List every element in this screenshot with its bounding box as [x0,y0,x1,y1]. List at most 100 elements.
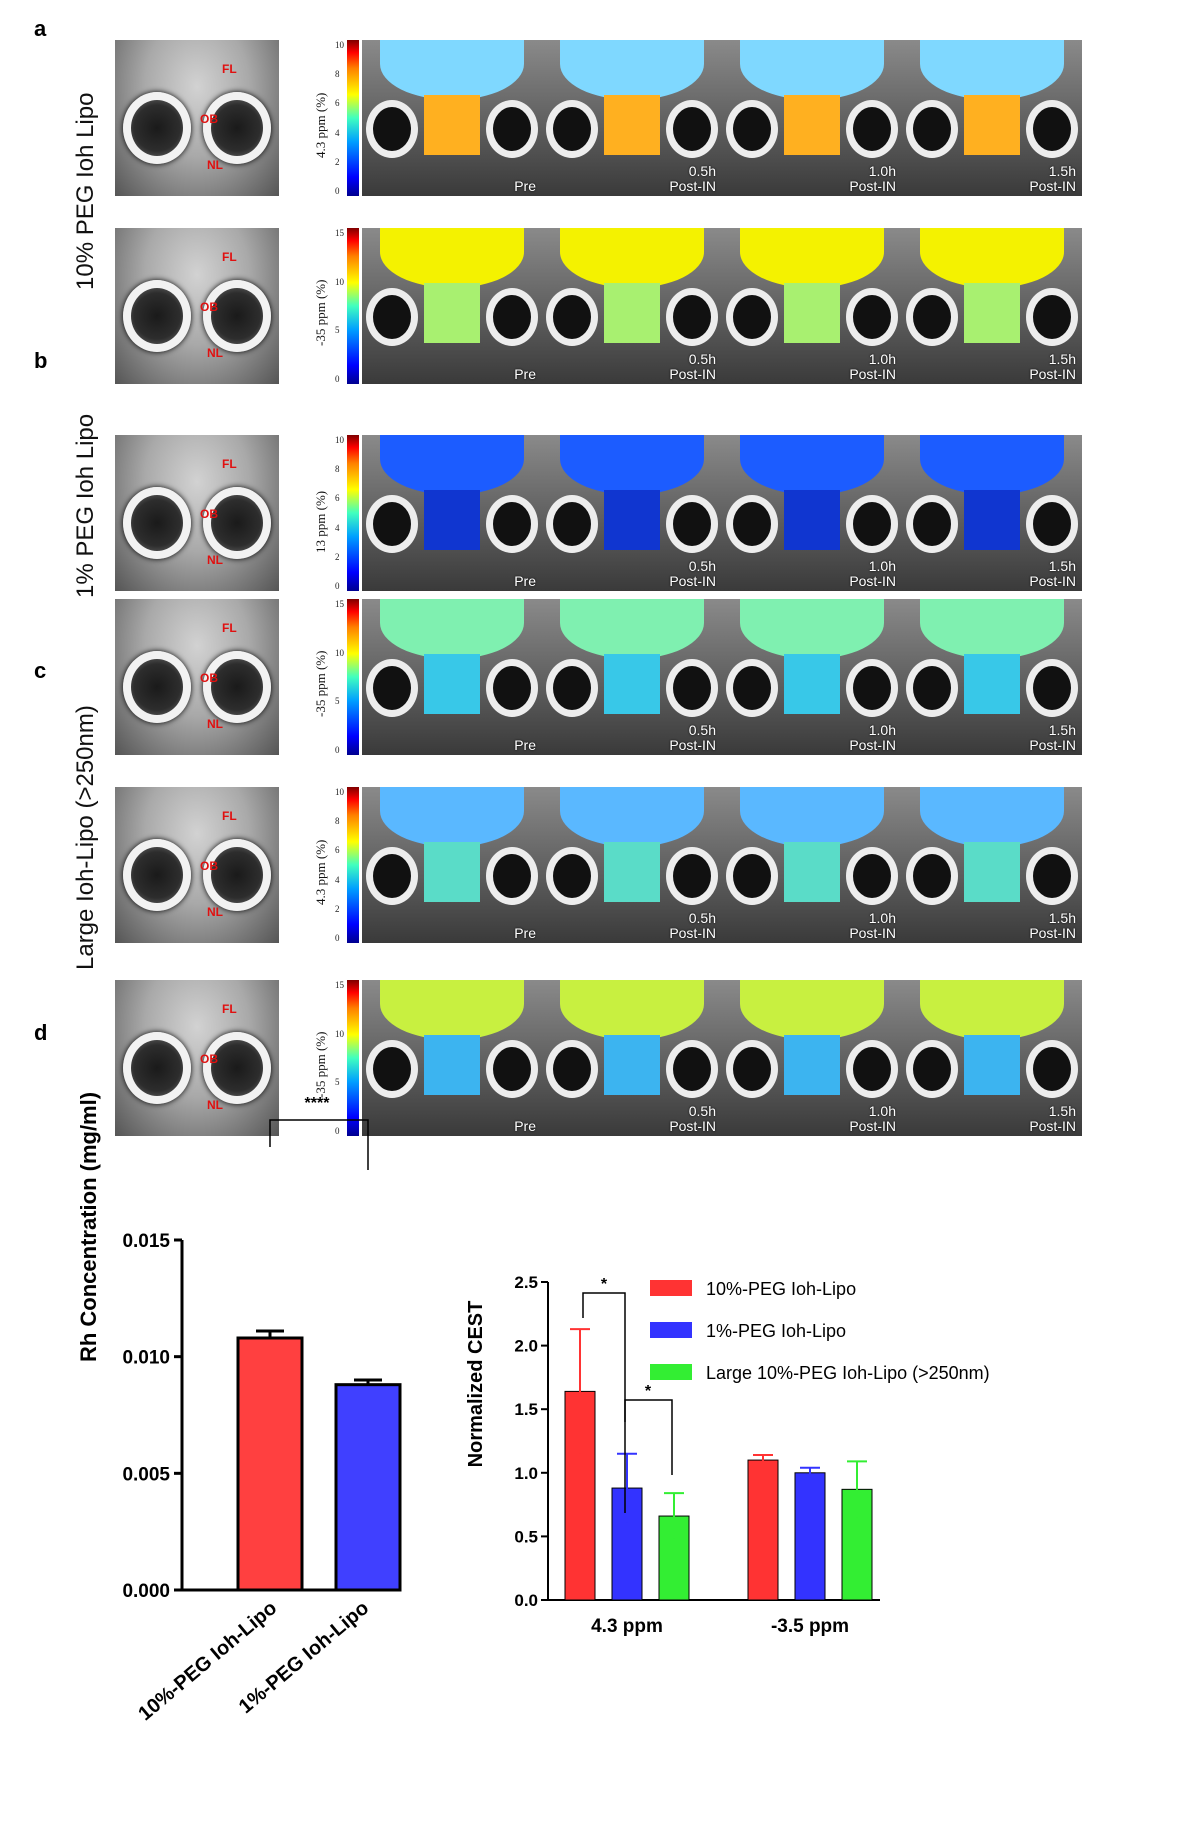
cest-overlay [380,599,524,659]
cest-map-b-0-t3: 1.5h Post-IN [902,435,1082,591]
eye-left [906,659,958,717]
timepoint-label: 1.0h Post-IN [849,723,896,753]
timepoint-line1: 1.5h [1048,722,1076,738]
colorbar-label-b-1: -35 ppm (%) [313,650,328,717]
timepoint-label: 1.5h Post-IN [1029,1104,1076,1134]
colorbar-c-0 [347,787,359,943]
timepoint-label: 1.0h Post-IN [849,559,896,589]
cest-map-c-0-t1: 0.5h Post-IN [542,787,722,943]
timepoint-line1: 1.0h [868,351,896,367]
cest-overlay-stem [604,654,660,714]
eye-right [1026,288,1078,346]
timepoint-line2: Post-IN [849,925,896,941]
cest-map-c-0-t2: 1.0h Post-IN [722,787,902,943]
row-label-b: 1% PEG Ioh Lipo [72,413,99,598]
cest-overlay-stem [604,1035,660,1095]
timepoint-label: 1.5h Post-IN [1029,164,1076,194]
chart1-ytick-label: 0.010 [122,1348,170,1369]
eye-right [486,100,538,158]
cest-map-a-0-t0: Pre [362,40,542,196]
chart2-bar-s2-g0 [658,1515,690,1601]
colorbar-tick: 6 [335,845,340,856]
chart2-ytick-label: 2.0 [514,1337,538,1356]
chart2-legend-swatch-2 [650,1364,692,1380]
eye-right [486,288,538,346]
eye-left [123,1032,191,1104]
timepoint-line1: 0.5h [688,910,716,926]
chart2-ytick-label: 0.5 [514,1527,538,1546]
timepoint-line1: 1.5h [1048,1103,1076,1119]
eye-left [906,100,958,158]
chart1-ytick-label: 0.015 [122,1231,170,1252]
cest-overlay [920,40,1064,100]
timepoint-label: 0.5h Post-IN [669,164,716,194]
chart2-ytick-label: 2.5 [514,1273,538,1292]
cest-overlay-stem [964,842,1020,902]
timepoint-line1: 1.0h [868,722,896,738]
chart1-axes: 0.000 0.005 0.010 0.015 [122,1231,400,1602]
eye-right [1026,1040,1078,1098]
anatomical-mri-b-1: FL OB NL [115,599,279,755]
label-fl: FL [222,1002,237,1016]
timepoint-label: Pre [514,574,536,589]
chart1-bars [236,1329,402,1592]
label-ob: OB [200,507,218,521]
timepoint-line1: 0.5h [688,163,716,179]
panel-letter-b: b [34,348,48,373]
eye-right [846,1040,898,1098]
chart2-axes: 0.0 0.5 1.0 1.5 2.0 2.5 [514,1273,880,1610]
timepoint-label: 1.5h Post-IN [1029,352,1076,382]
anatomical-mri-a-0: FL OB NL [115,40,279,196]
panel-letter-d: d [34,1020,48,1045]
eye-right [666,847,718,905]
chart2-legend-label-0: 10%-PEG Ioh-Lipo [706,1279,856,1299]
cest-overlay [560,599,704,659]
timepoint-line2: Post-IN [1029,178,1076,194]
eye-left [546,847,598,905]
chart2-xtick-0: 4.3 ppm [591,1616,663,1637]
timepoint-line1: 1.0h [868,558,896,574]
eye-left [366,659,418,717]
cest-overlay [920,599,1064,659]
chart2-legend-label-1: 1%-PEG Ioh-Lipo [706,1321,846,1341]
colorbar-tick: 4 [335,127,340,138]
eye-right [203,280,271,352]
label-nl: NL [207,905,223,919]
panel-letter-c: c [34,658,47,683]
timepoint-line2: Post-IN [849,178,896,194]
cest-map-a-1-t0: Pre [362,228,542,384]
colorbar-tick: 10 [335,787,344,797]
eye-right [203,651,271,723]
timepoint-line2: Post-IN [1029,737,1076,753]
cest-overlay [380,228,524,288]
cest-overlay [560,787,704,847]
colorbar-tick: 4 [335,522,340,533]
timepoint-line1: Pre [514,178,536,194]
colorbar-tick: 15 [335,980,344,990]
eye-left [726,847,778,905]
chart1-xtick-0: 10%-PEG Ioh-Lipo [134,1597,281,1725]
label-ob: OB [200,671,218,685]
colorbar-tick: 6 [335,98,340,109]
cest-map-c-1-t1: 0.5h Post-IN [542,980,722,1136]
cest-map-c-1-t3: 1.5h Post-IN [902,980,1082,1136]
anatomical-mri-c-0: FL OB NL [115,787,279,943]
timepoint-line1: 1.5h [1048,910,1076,926]
colorbar-tick: 0 [335,374,340,384]
cest-overlay [920,787,1064,847]
cest-overlay [560,228,704,288]
timepoint-line1: Pre [514,573,536,589]
cest-overlay-stem [424,95,480,155]
eye-right [846,659,898,717]
timepoint-label: Pre [514,926,536,941]
row-label-c: Large Ioh-Lipo (>250nm) [72,705,99,970]
chart1-bar-1 [334,1383,402,1592]
cest-overlay [920,228,1064,288]
chart2-bar-s1-g0 [611,1487,643,1601]
chart2-ytick-label: 0.0 [514,1591,538,1610]
timepoint-label: 1.5h Post-IN [1029,559,1076,589]
eye-left [123,651,191,723]
eye-right [666,288,718,346]
cest-map-c-0-t0: Pre [362,787,542,943]
cest-map-a-1-t2: 1.0h Post-IN [722,228,902,384]
